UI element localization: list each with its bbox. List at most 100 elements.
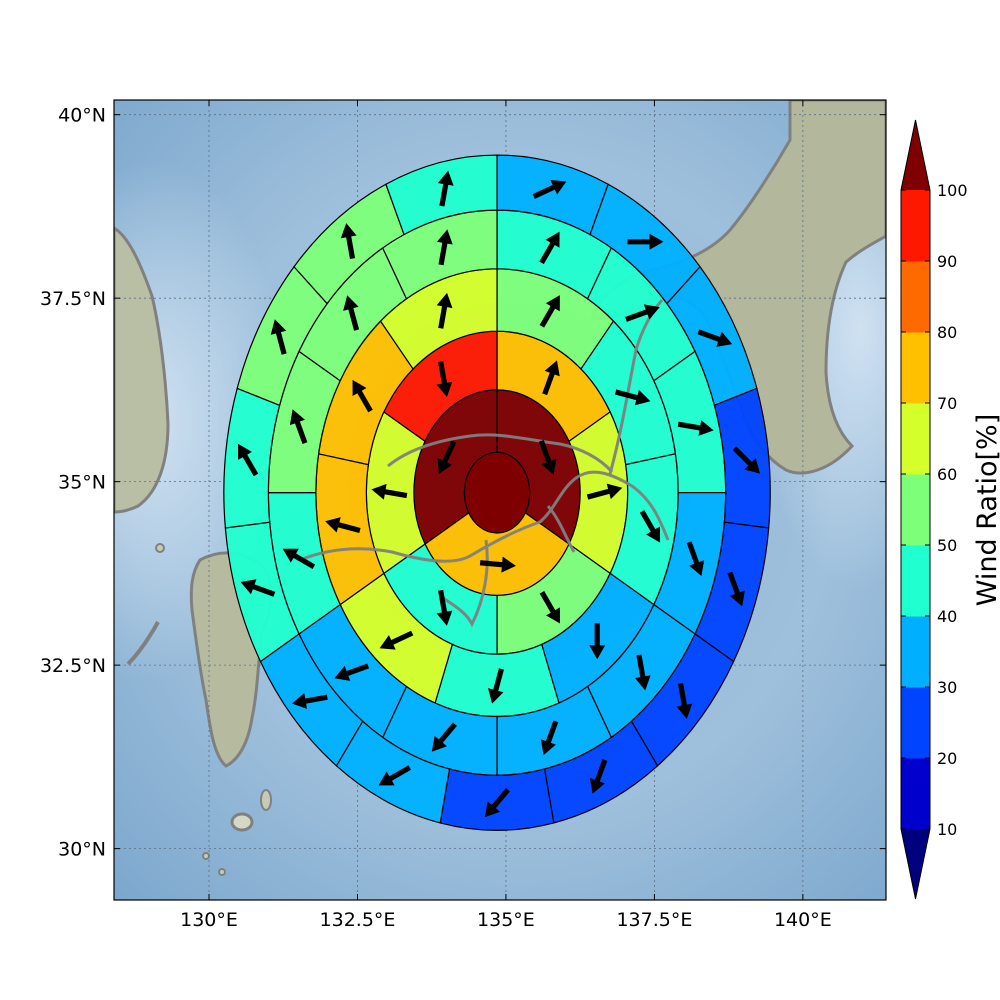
wind-arrow xyxy=(289,409,308,444)
wind-arrow-shape xyxy=(343,295,360,331)
y-tick-label: 30°N xyxy=(58,839,106,861)
wind-arrow-shape xyxy=(538,440,557,475)
island-small-3 xyxy=(155,543,165,553)
y-tick-label: 37.5°N xyxy=(40,288,106,310)
wind-arrow-shape xyxy=(539,295,560,328)
island-small-1 xyxy=(202,852,210,860)
colorbar-bin-40 xyxy=(901,545,930,617)
x-tick-label: 140°E xyxy=(774,909,832,931)
colorbar: 10 20 30 40 50 60 70 80 90 100 Wind Ratio[%] xyxy=(900,119,1000,900)
wind-arrow-shape xyxy=(589,759,608,794)
x-tick-label: 135°E xyxy=(477,909,535,931)
wind-arrow xyxy=(325,517,361,534)
x-tick-label: 130°E xyxy=(180,909,238,931)
wind-arrow-shape xyxy=(238,443,259,477)
wind-arrow-shape xyxy=(436,292,453,329)
wind-arrow xyxy=(614,389,651,406)
wind-arrow-shape xyxy=(282,548,316,569)
wind-arrow xyxy=(727,571,745,607)
wind-arrow-shape xyxy=(437,170,454,207)
wind-arrow-shape xyxy=(686,541,705,577)
colorbar-tick-label: 70 xyxy=(937,394,957,413)
x-tick-label: 132.5°E xyxy=(320,909,396,931)
wind-arrow xyxy=(639,510,661,543)
colorbar-extend-over xyxy=(901,120,930,190)
y-tick-label: 35°N xyxy=(58,472,106,494)
wind-ratio-sectors xyxy=(223,154,771,831)
colorbar-bin-60 xyxy=(901,403,930,475)
wind-arrow-shape xyxy=(589,623,606,660)
wind-arrow-shape xyxy=(291,693,328,709)
y-tick-label: 32.5°N xyxy=(40,655,106,677)
wind-arrow-shape xyxy=(539,591,560,624)
axis-ticks: 130°E 132.5°E 135°E 137.5°E 140°E 30°N 32.5°N 3… xyxy=(40,100,886,931)
wind-arrow xyxy=(589,623,606,660)
colorbar-bins xyxy=(900,119,931,900)
wind-arrow xyxy=(431,722,457,752)
colorbar-ticks: 10 20 30 40 50 60 70 80 90 100 xyxy=(901,181,968,839)
wind-arrow-shape xyxy=(634,654,651,691)
wind-arrow-shape xyxy=(431,722,457,752)
colorbar-bin-70 xyxy=(901,332,930,404)
wind-arrow-shape xyxy=(340,223,357,259)
wind-arrow-shape xyxy=(614,389,651,406)
wind-arrow-shape xyxy=(627,233,664,250)
wind-arrow xyxy=(540,720,559,756)
wind-arrow xyxy=(586,483,623,500)
wind-arrow-shape xyxy=(325,517,361,534)
wind-arrow-shape xyxy=(540,720,559,756)
wind-arrow-shape xyxy=(352,379,373,413)
island-small-2 xyxy=(218,868,226,876)
island-yakushima xyxy=(260,789,272,811)
wind-arrow xyxy=(378,765,412,786)
colorbar-tick-label: 100 xyxy=(937,181,968,200)
colorbar-tick-label: 20 xyxy=(937,749,957,768)
wind-arrow xyxy=(532,179,567,199)
wind-arrow xyxy=(488,668,504,704)
colorbar-tick-label: 50 xyxy=(937,536,957,555)
wind-arrow xyxy=(343,295,360,331)
wind-arrow-shape xyxy=(479,556,516,573)
wind-arrows xyxy=(238,170,760,818)
wind-arrow-shape xyxy=(334,663,370,681)
wind-arrow xyxy=(539,591,560,624)
wind-arrow-shape xyxy=(379,630,414,650)
wind-arrow xyxy=(436,229,453,266)
wind-arrow xyxy=(291,693,328,709)
wind-arrow xyxy=(340,223,357,259)
colorbar-extend-under xyxy=(901,829,930,899)
wind-arrow-shape xyxy=(437,440,457,475)
colorbar-tick-label: 10 xyxy=(937,820,957,839)
map-area: 130°E 132.5°E 135°E 137.5°E 140°E 30°N 32.5°N 3… xyxy=(40,99,887,931)
wind-arrow-shape xyxy=(436,589,453,626)
wind-arrow xyxy=(238,443,259,477)
colorbar-bin-50 xyxy=(901,474,930,546)
wind-arrow xyxy=(479,556,516,573)
colorbar-tick-label: 80 xyxy=(937,323,957,342)
wind-arrow xyxy=(697,329,733,347)
wind-arrow xyxy=(282,548,316,569)
wind-arrow xyxy=(379,630,414,650)
wind-arrow xyxy=(436,589,453,626)
coastline-overlay xyxy=(299,299,670,628)
wind-arrow-shape xyxy=(676,682,693,719)
wind-arrow-shape xyxy=(484,788,510,818)
wind-arrow xyxy=(484,788,510,818)
wind-arrow xyxy=(437,170,454,207)
wind-arrow xyxy=(240,579,276,597)
wind-arrow-shape xyxy=(586,483,623,500)
colorbar-tick-label: 30 xyxy=(937,678,957,697)
x-tick-label: 137.5°E xyxy=(616,909,692,931)
wind-arrow xyxy=(542,360,560,396)
wind-arrow-shape xyxy=(539,231,560,265)
wind-arrow-shape xyxy=(732,446,760,474)
y-tick-label: 40°N xyxy=(58,105,106,127)
wind-arrow-shape xyxy=(488,668,504,704)
wind-arrow xyxy=(539,231,560,265)
wind-arrow xyxy=(436,361,453,397)
wind-arrow xyxy=(677,420,714,436)
wind-arrow-shape xyxy=(677,420,714,436)
inner-coastline xyxy=(299,299,670,628)
goto-islands xyxy=(126,621,160,666)
